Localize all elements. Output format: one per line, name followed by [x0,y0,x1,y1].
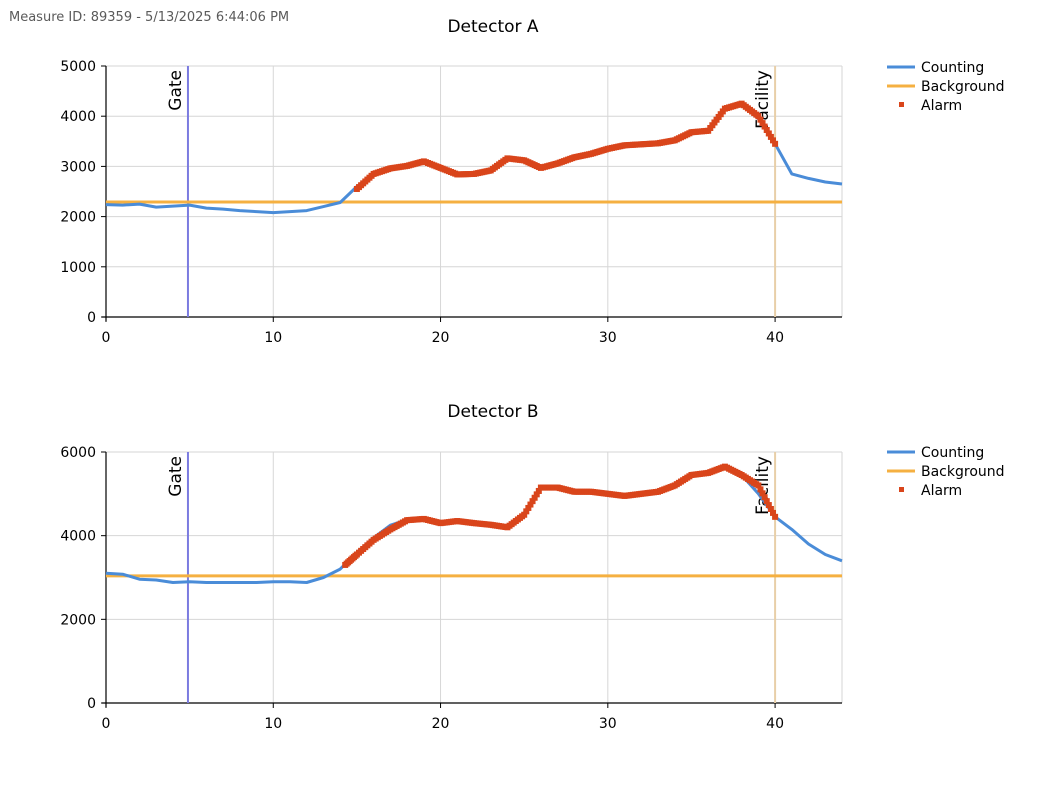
alarm-point [761,123,768,130]
legend-swatch-alarm [899,102,904,107]
alarm-point [757,116,764,123]
x-tick-label: 10 [264,330,282,346]
legend-label-alarm: Alarm [921,98,962,114]
y-tick-label: 6000 [60,445,96,461]
alarm-point [535,487,542,494]
x-tick-label: 40 [766,330,784,346]
alarm-point [767,133,774,140]
alarm-point [755,482,762,489]
alarm-point [521,511,528,518]
alarm-point [523,508,530,515]
marker-label-gate: Gate [166,456,186,497]
alarm-point [765,502,772,509]
x-tick-label: 30 [599,716,617,732]
alarm-point [767,505,774,512]
x-tick-label: 20 [432,330,450,346]
legend-label-background: Background [921,79,1005,95]
y-tick-label: 2000 [60,210,96,226]
alarm-point [765,130,772,137]
y-tick-label: 2000 [60,612,96,628]
measure-header: Measure ID: 89359 - 5/13/2025 6:44:06 PM [9,10,290,25]
y-tick-label: 1000 [60,260,96,276]
y-tick-label: 0 [87,310,96,326]
alarm-point [763,127,770,134]
alarm-point [761,494,768,501]
alarm-point [525,504,532,511]
x-tick-label: 20 [432,716,450,732]
y-tick-label: 4000 [60,109,96,125]
x-tick-label: 40 [766,716,784,732]
chart-title: Detector B [447,402,538,422]
legend-label-background: Background [921,464,1005,480]
marker-label-gate: Gate [166,70,186,111]
alarm-point [770,509,776,516]
legend-label-counting: Counting [921,445,984,461]
x-tick-label: 10 [264,716,282,732]
x-tick-label: 0 [102,330,111,346]
alarm-point [772,140,779,147]
alarm-point [755,113,762,120]
alarm-point [757,486,764,493]
y-tick-label: 4000 [60,529,96,545]
alarm-point [533,491,540,498]
alarm-point [770,137,776,144]
y-tick-label: 0 [87,696,96,712]
chart-title: Detector A [447,17,538,37]
alarm-point [772,513,779,520]
counting-line [105,102,843,215]
alarm-point [759,490,766,497]
legend-swatch-alarm [899,487,904,492]
y-tick-label: 5000 [60,59,96,75]
alarm-point [531,494,538,501]
y-tick-label: 3000 [60,159,96,175]
alarm-point [759,120,766,127]
legend-label-counting: Counting [921,60,984,76]
legend-label-alarm: Alarm [921,483,962,499]
alarm-point [529,498,536,505]
alarm-point [527,501,534,508]
alarm-point [763,498,770,505]
chart-detector-a: Detector A 0 10 20 30 40 0 1000 2000 3000 4000 5000… [60,17,1004,346]
x-tick-label: 0 [102,716,111,732]
x-tick-label: 30 [599,330,617,346]
